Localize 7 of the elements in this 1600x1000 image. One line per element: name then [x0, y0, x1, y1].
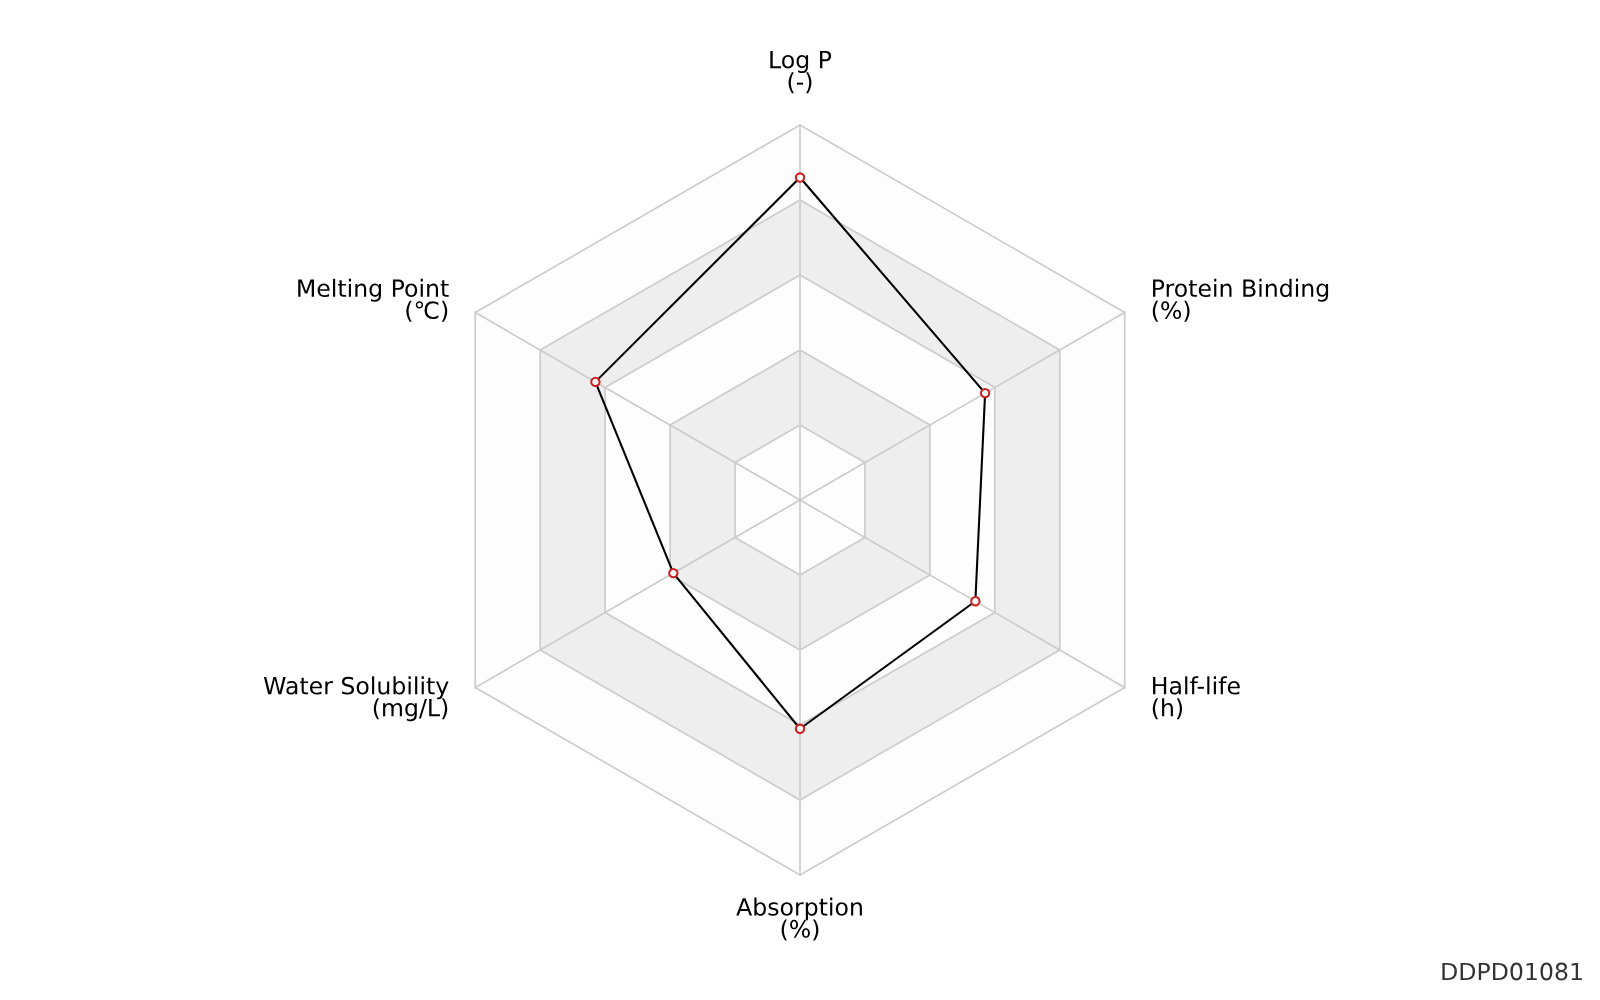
spoke-label: Protein Binding (%) — [1152, 278, 1329, 322]
spoke-label: Half-life (h) — [1152, 676, 1240, 720]
spoke-label: Absorption (%) — [736, 897, 862, 941]
spoke-label: Water Solubility (mg/L) — [263, 676, 449, 722]
spoke-label: Log P (-) — [770, 50, 832, 94]
spoke-label: Melting Point (℃) — [298, 278, 449, 322]
text: DDPD01081 — [1442, 962, 1582, 981]
